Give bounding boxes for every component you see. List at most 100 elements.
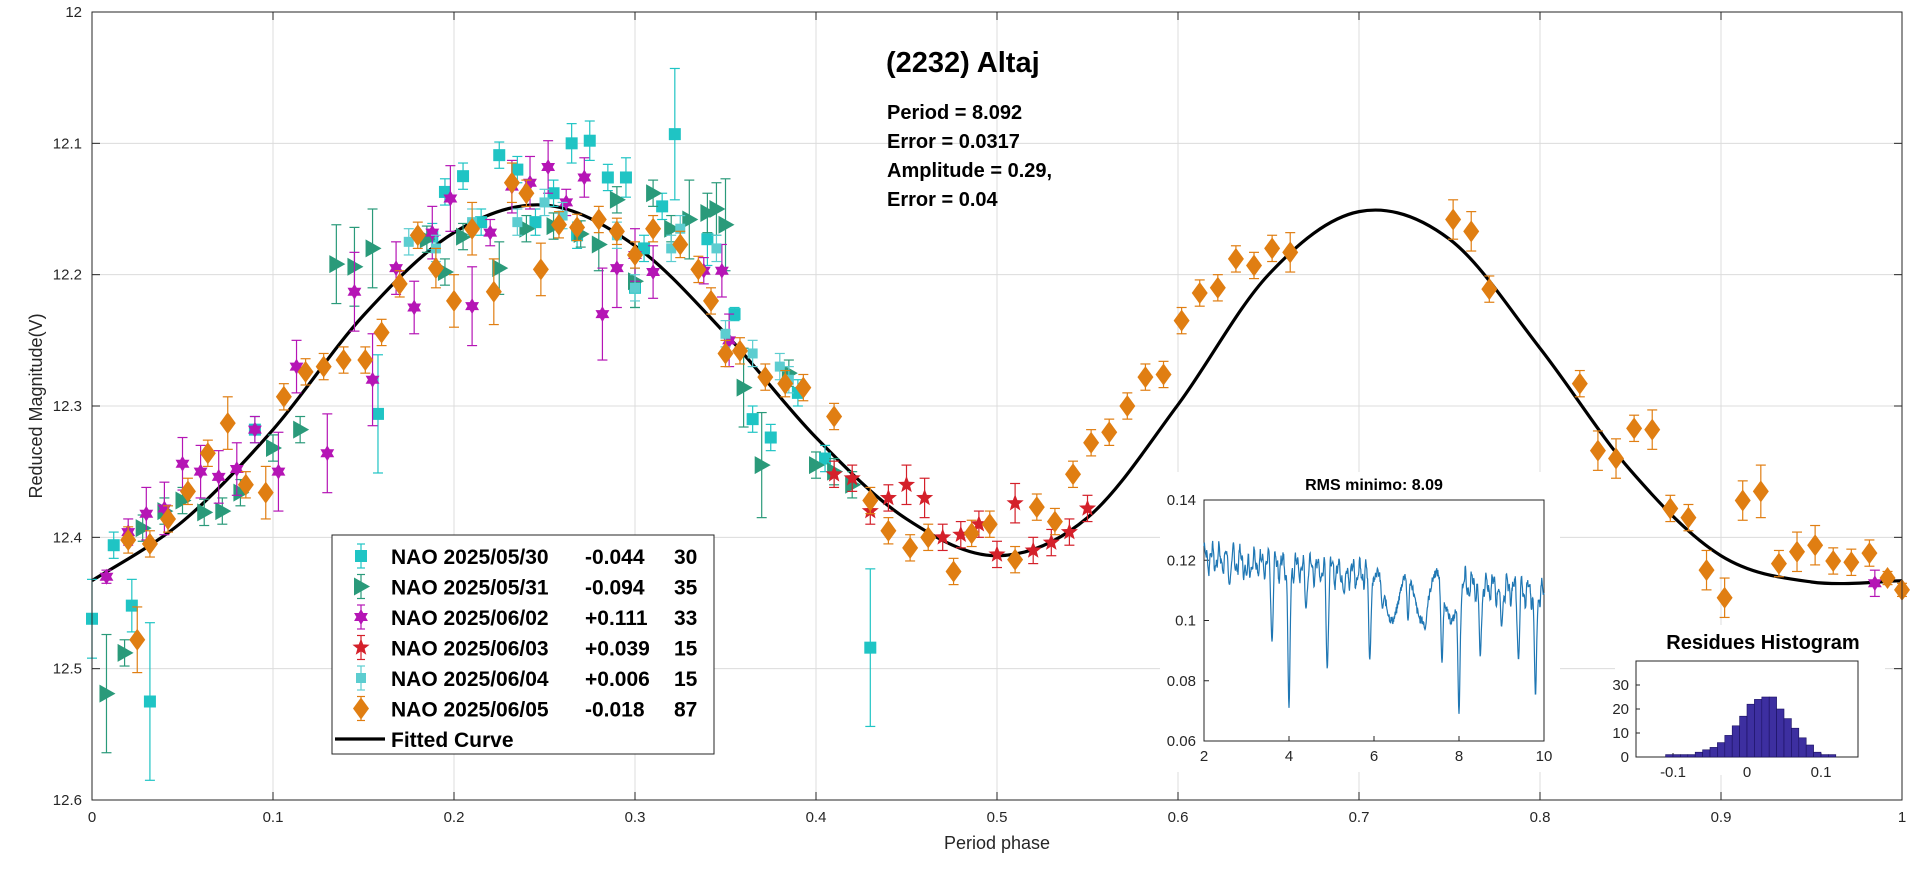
y-tick-label: 12.4: [53, 529, 82, 546]
hexagram-part: [247, 425, 262, 438]
data-point: [1680, 506, 1697, 529]
data-point: [215, 502, 232, 521]
histogram-bar: [1694, 751, 1703, 758]
data-point: [1571, 372, 1588, 395]
data-point: [99, 684, 116, 703]
histogram-inset: -0.1 0 0.1 0 10 20 30 Residues Histogram: [1612, 625, 1885, 781]
histogram-bars: [1665, 696, 1837, 758]
data-point: [1246, 254, 1263, 277]
data-point: [457, 170, 470, 183]
data-point: [1752, 480, 1769, 503]
histogram-bar: [1791, 727, 1800, 758]
histogram-bar: [1680, 754, 1689, 758]
data-point: [143, 695, 156, 708]
hexagram-part: [347, 287, 362, 300]
data-point: [619, 171, 632, 184]
rms-plot-area: [1203, 499, 1545, 742]
data-point: [425, 224, 440, 241]
data-point: [1042, 533, 1060, 550]
data-point: [1046, 510, 1063, 533]
legend-series-count: 33: [674, 607, 697, 630]
data-point: [289, 358, 304, 375]
data-point: [731, 339, 748, 362]
hexagram-part: [175, 459, 190, 472]
legend-series-name: NAO 2025/06/03: [391, 638, 549, 661]
data-point: [1662, 497, 1679, 520]
data-point: [117, 643, 134, 662]
data-point: [365, 371, 380, 388]
data-point: [945, 560, 962, 583]
hexagram-part: [407, 303, 422, 316]
data-point: [1264, 237, 1281, 260]
x-tick-label: 0.9: [1711, 809, 1732, 826]
data-point: [630, 282, 640, 293]
histogram-bar: [1783, 718, 1792, 758]
histogram-bar: [1754, 699, 1763, 758]
data-point: [1481, 278, 1498, 301]
data-point: [1227, 247, 1244, 270]
hexagram-part: [99, 572, 114, 585]
data-point: [125, 599, 138, 612]
data-point: [403, 236, 414, 247]
hexagram-part: [1867, 579, 1882, 592]
data-point: [1006, 494, 1024, 511]
data-point: [483, 224, 498, 241]
legend-entry: NAO 2025/06/02 +0.111 33: [354, 604, 697, 630]
rms-inset: 2 4 6 8 10 0.06 0.08 0.1 0.12 0.14 RMS minimo: 8.…: [1160, 472, 1560, 772]
x-tick-label: 0: [88, 809, 96, 826]
data-point: [485, 280, 502, 303]
hexagram-part: [354, 613, 368, 625]
data-point: [443, 190, 458, 207]
rms-curve: [1203, 540, 1545, 714]
data-point: [1716, 586, 1733, 609]
data-point: [774, 361, 785, 372]
data-point: [1463, 220, 1480, 243]
data-point: [107, 539, 120, 552]
data-point: [583, 134, 596, 147]
legend-entry-curve: Fitted Curve: [335, 729, 514, 752]
data-point: [645, 217, 662, 240]
histogram-title: Residues Histogram: [1666, 632, 1859, 654]
data-point: [1083, 431, 1100, 454]
data-point: [371, 407, 384, 420]
data-point: [1626, 417, 1643, 440]
data-point: [718, 215, 735, 234]
hist-x-tick-label: 0: [1743, 764, 1751, 781]
legend-curve-label: Fitted Curve: [391, 729, 514, 752]
rms-title: RMS minimo: 8.09: [1305, 477, 1443, 494]
data-point: [175, 491, 192, 510]
hexagram-part: [389, 264, 404, 277]
y-tick-label: 12.2: [53, 267, 82, 284]
series-5: [120, 162, 1910, 674]
histogram-bar: [1828, 754, 1837, 758]
data-point: [1879, 567, 1896, 590]
data-point: [1734, 489, 1751, 512]
data-point: [746, 413, 759, 426]
main-plot-border: [91, 11, 1903, 801]
data-point: [608, 220, 625, 243]
data-point: [329, 255, 346, 274]
legend-entry: NAO 2025/05/31 -0.094 35: [354, 573, 698, 600]
hexagram-part: [559, 198, 574, 211]
data-point: [407, 299, 422, 316]
x-axis-label: Period phase: [944, 833, 1050, 853]
legend-series-offset: -0.018: [585, 699, 645, 722]
histogram-bar: [1672, 754, 1681, 758]
histogram-bar: [1820, 754, 1829, 758]
data-point: [795, 376, 812, 399]
hist-y-tick-label: 20: [1612, 701, 1629, 718]
data-point: [646, 184, 663, 203]
histogram-bar: [1761, 696, 1770, 758]
data-point: [557, 210, 568, 221]
hexagram-part: [483, 228, 498, 241]
data-point: [1137, 366, 1154, 389]
data-point: [970, 515, 988, 532]
data-point: [175, 455, 190, 472]
data-point: [764, 431, 777, 444]
data-point: [1282, 241, 1299, 264]
data-point: [297, 360, 314, 383]
data-point: [129, 628, 146, 651]
histogram-bar: [1687, 754, 1696, 758]
data-point: [916, 488, 934, 506]
